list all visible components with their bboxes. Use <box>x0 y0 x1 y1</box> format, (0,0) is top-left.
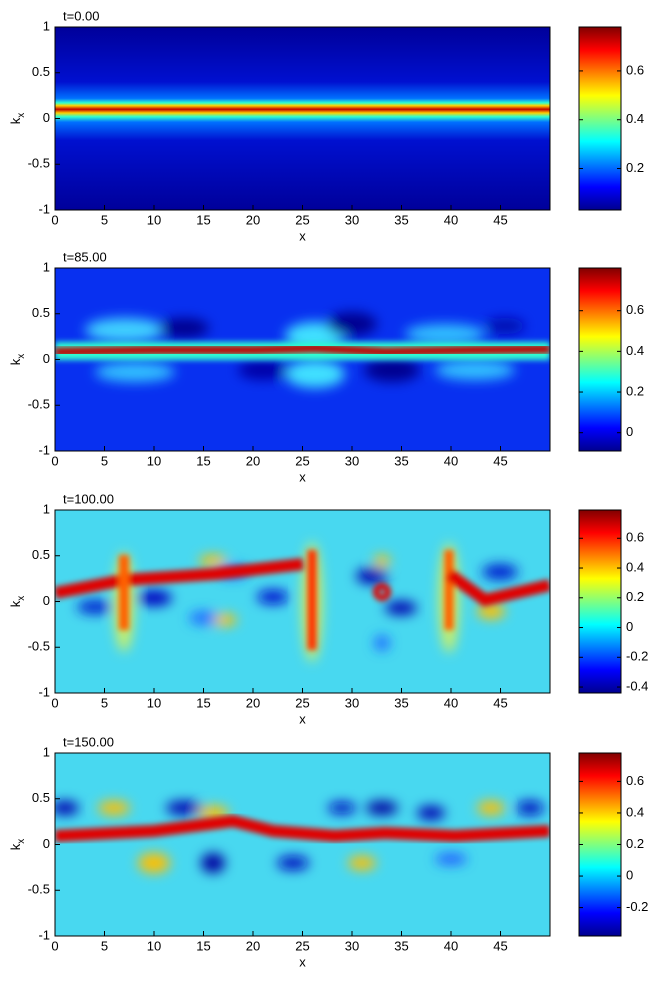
colorbar <box>578 752 622 937</box>
x-tick-label: 35 <box>394 938 408 953</box>
heatmap-field <box>55 27 550 210</box>
x-tick-label: 40 <box>444 695 458 710</box>
colorbar-tick-label: 0 <box>626 424 633 439</box>
colorbar-tick-label: 0.6 <box>626 530 644 545</box>
x-tick-label: 35 <box>394 453 408 468</box>
y-tick-label: -1 <box>38 684 50 699</box>
y-tick-label: -1 <box>38 201 50 216</box>
x-tick-label: 35 <box>394 212 408 227</box>
heatmap-field <box>55 753 550 936</box>
y-tick-label: -0.5 <box>28 156 50 171</box>
colorbar-tick-label: 0.2 <box>626 836 644 851</box>
colorbar-tick-label: 0.4 <box>626 111 644 126</box>
x-tick-label: 15 <box>196 453 210 468</box>
y-tick-label: 0 <box>43 836 50 851</box>
y-axis-label: kx <box>8 354 26 366</box>
x-tick-label: 15 <box>196 938 210 953</box>
x-tick-label: 20 <box>246 453 260 468</box>
colorbar-tick-label: 0.2 <box>626 383 644 398</box>
y-tick-label: 1 <box>43 18 50 33</box>
y-tick-label: 0 <box>43 110 50 125</box>
y-tick-label: 1 <box>43 744 50 759</box>
colorbar-tick-label: 0.6 <box>626 302 644 317</box>
heatmap-field <box>55 268 550 451</box>
y-tick-label: 0.5 <box>32 64 50 79</box>
x-tick-label: 5 <box>101 938 108 953</box>
x-tick-label: 20 <box>246 695 260 710</box>
x-tick-label: 15 <box>196 212 210 227</box>
x-tick-label: 30 <box>345 453 359 468</box>
x-tick-label: 0 <box>51 695 58 710</box>
x-tick-label: 45 <box>493 453 507 468</box>
x-tick-label: 25 <box>295 453 309 468</box>
y-tick-label: 0.5 <box>32 790 50 805</box>
x-tick-label: 0 <box>51 212 58 227</box>
colorbar-tick-label: 0.2 <box>626 589 644 604</box>
y-tick-label: -0.5 <box>28 882 50 897</box>
x-axis-label: x <box>299 228 306 243</box>
x-tick-label: 40 <box>444 212 458 227</box>
x-tick-label: 20 <box>246 938 260 953</box>
colorbar-tick-label: 0.6 <box>626 62 644 77</box>
x-tick-label: 40 <box>444 453 458 468</box>
colorbar-tick-label: 0.4 <box>626 559 644 574</box>
x-tick-label: 20 <box>246 212 260 227</box>
x-tick-label: 5 <box>101 453 108 468</box>
x-tick-label: 15 <box>196 695 210 710</box>
x-tick-label: 25 <box>295 212 309 227</box>
x-tick-label: 10 <box>147 938 161 953</box>
x-tick-label: 10 <box>147 212 161 227</box>
colorbar-tick-label: 0.4 <box>626 804 644 819</box>
colorbar-tick-label: -0.2 <box>626 899 648 914</box>
colorbar <box>578 26 622 211</box>
x-tick-label: 25 <box>295 695 309 710</box>
colorbar-tick-label: 0 <box>626 867 633 882</box>
x-tick-label: 45 <box>493 212 507 227</box>
y-tick-label: 0.5 <box>32 547 50 562</box>
y-tick-label: -1 <box>38 927 50 942</box>
panel-title: t=85.00 <box>63 249 107 264</box>
x-tick-label: 0 <box>51 938 58 953</box>
y-tick-label: -1 <box>38 442 50 457</box>
x-tick-label: 10 <box>147 695 161 710</box>
x-tick-label: 45 <box>493 938 507 953</box>
y-axis-label: kx <box>8 839 26 851</box>
y-tick-label: 1 <box>43 501 50 516</box>
x-tick-label: 45 <box>493 695 507 710</box>
x-tick-label: 5 <box>101 212 108 227</box>
y-tick-label: -0.5 <box>28 639 50 654</box>
y-tick-label: -0.5 <box>28 397 50 412</box>
x-tick-label: 30 <box>345 695 359 710</box>
colorbar-tick-label: -0.2 <box>626 649 648 664</box>
x-tick-label: 10 <box>147 453 161 468</box>
y-axis-label: kx <box>8 596 26 608</box>
y-tick-label: 0 <box>43 593 50 608</box>
x-tick-label: 25 <box>295 938 309 953</box>
x-tick-label: 5 <box>101 695 108 710</box>
x-tick-label: 30 <box>345 938 359 953</box>
y-tick-label: 1 <box>43 259 50 274</box>
panel-title: t=100.00 <box>63 491 114 506</box>
heatmap-field <box>55 510 550 693</box>
colorbar <box>578 509 622 694</box>
x-axis-label: x <box>299 711 306 726</box>
colorbar-tick-label: 0.4 <box>626 343 644 358</box>
panel-title: t=150.00 <box>63 734 114 749</box>
panel-title: t=0.00 <box>63 8 100 23</box>
x-tick-label: 40 <box>444 938 458 953</box>
x-axis-label: x <box>299 954 306 969</box>
colorbar-tick-label: 0.6 <box>626 773 644 788</box>
x-axis-label: x <box>299 469 306 484</box>
y-axis-label: kx <box>8 113 26 125</box>
x-tick-label: 30 <box>345 212 359 227</box>
colorbar-tick-label: 0.2 <box>626 160 644 175</box>
colorbar-tick-label: 0 <box>626 619 633 634</box>
x-tick-label: 35 <box>394 695 408 710</box>
colorbar <box>578 267 622 452</box>
y-tick-label: 0 <box>43 351 50 366</box>
y-tick-label: 0.5 <box>32 305 50 320</box>
x-tick-label: 0 <box>51 453 58 468</box>
colorbar-tick-label: -0.4 <box>626 678 648 693</box>
